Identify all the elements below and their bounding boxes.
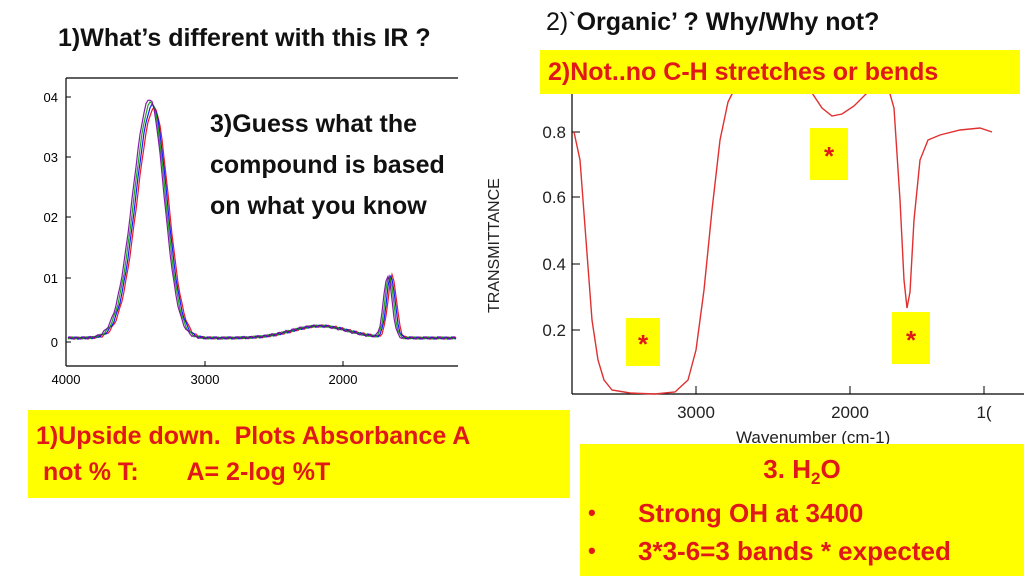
answer-1-box: 1)Upside down. Plots Absorbance A not % …: [28, 410, 570, 498]
right-y-tick-label: 0.6: [542, 188, 566, 207]
left-y-tick-label: 01: [44, 271, 58, 286]
absorbance-trace: [67, 101, 457, 340]
right-y-axis-label: TRANSMITTANCE: [486, 178, 503, 313]
left-y-tick-label: 02: [44, 210, 58, 225]
answer-1-line: 1)Upside down. Plots Absorbance A: [36, 422, 471, 450]
right-y-tick-label: 0.4: [542, 255, 566, 274]
question-3-line: on what you know: [210, 192, 427, 220]
answer-2-box: 2)Not..no C-H stretches or bends: [540, 50, 1020, 94]
question-3-line: compound is based: [210, 151, 445, 179]
bullet-symbol: •: [588, 500, 596, 525]
bullet-text: 3*3-6=3 bands * expected: [638, 536, 951, 566]
absorbance-spectrum-chart: 04 03 02 01 0 4000 3000 2000: [44, 77, 458, 387]
question-2: 2)`Organic’ ? Why/Why not?: [546, 8, 879, 37]
right-x-tick-label: 1(: [976, 403, 991, 422]
answer-3-bullet: • 3*3-6=3 bands * expected: [580, 532, 1024, 570]
question-2-bold: Organic’ ? Why/Why not?: [576, 8, 880, 36]
answer-3-title-main: 3. H: [763, 454, 811, 484]
absorbance-trace: [67, 99, 457, 340]
left-y-tick-label: 0: [51, 335, 58, 350]
answer-3-title-end: O: [820, 454, 841, 484]
right-x-tick-label: 2000: [831, 403, 869, 422]
transmittance-spectrum-chart: TRANSMITTANCE Wavenumber (cm-1) 0.8 0.6 0.…: [486, 80, 1024, 447]
right-x-tick-label: 3000: [677, 403, 715, 422]
left-y-tick-label: 04: [44, 90, 58, 105]
left-x-tick-label: 3000: [191, 372, 220, 387]
answer-1-line: not % T: A= 2-log %T: [36, 458, 331, 486]
question-3-line: 3)Guess what the: [210, 110, 417, 138]
left-y-tick-label: 03: [44, 150, 58, 165]
star-marker-combination-band: *: [810, 128, 848, 180]
right-x-axis-label: Wavenumber (cm-1): [736, 428, 890, 447]
answer-3-bullet: • Strong OH at 3400: [580, 494, 1024, 532]
question-3: 3)Guess what the compound is based on wh…: [210, 104, 445, 227]
answer-3-box: 3. H2O • Strong OH at 3400 • 3*3-6=3 bands…: [580, 444, 1024, 576]
left-x-tick-label: 4000: [52, 372, 81, 387]
star-marker-bend: *: [892, 312, 930, 364]
right-y-tick-label: 0.8: [542, 123, 566, 142]
star-marker-oh-stretch: *: [626, 318, 660, 366]
right-y-tick-label: 0.2: [542, 321, 566, 340]
answer-3-title: 3. H2O: [580, 454, 1024, 490]
question-1: 1)What’s different with this IR ?: [58, 24, 431, 52]
question-2-prefix: 2)`: [546, 8, 577, 36]
bullet-text: Strong OH at 3400: [638, 498, 864, 528]
answer-3-bullets: • Strong OH at 3400 • 3*3-6=3 bands * expe…: [580, 494, 1024, 570]
answer-3-title-sub: 2: [810, 469, 821, 489]
bullet-symbol: •: [588, 538, 596, 563]
left-x-tick-label: 2000: [329, 372, 358, 387]
